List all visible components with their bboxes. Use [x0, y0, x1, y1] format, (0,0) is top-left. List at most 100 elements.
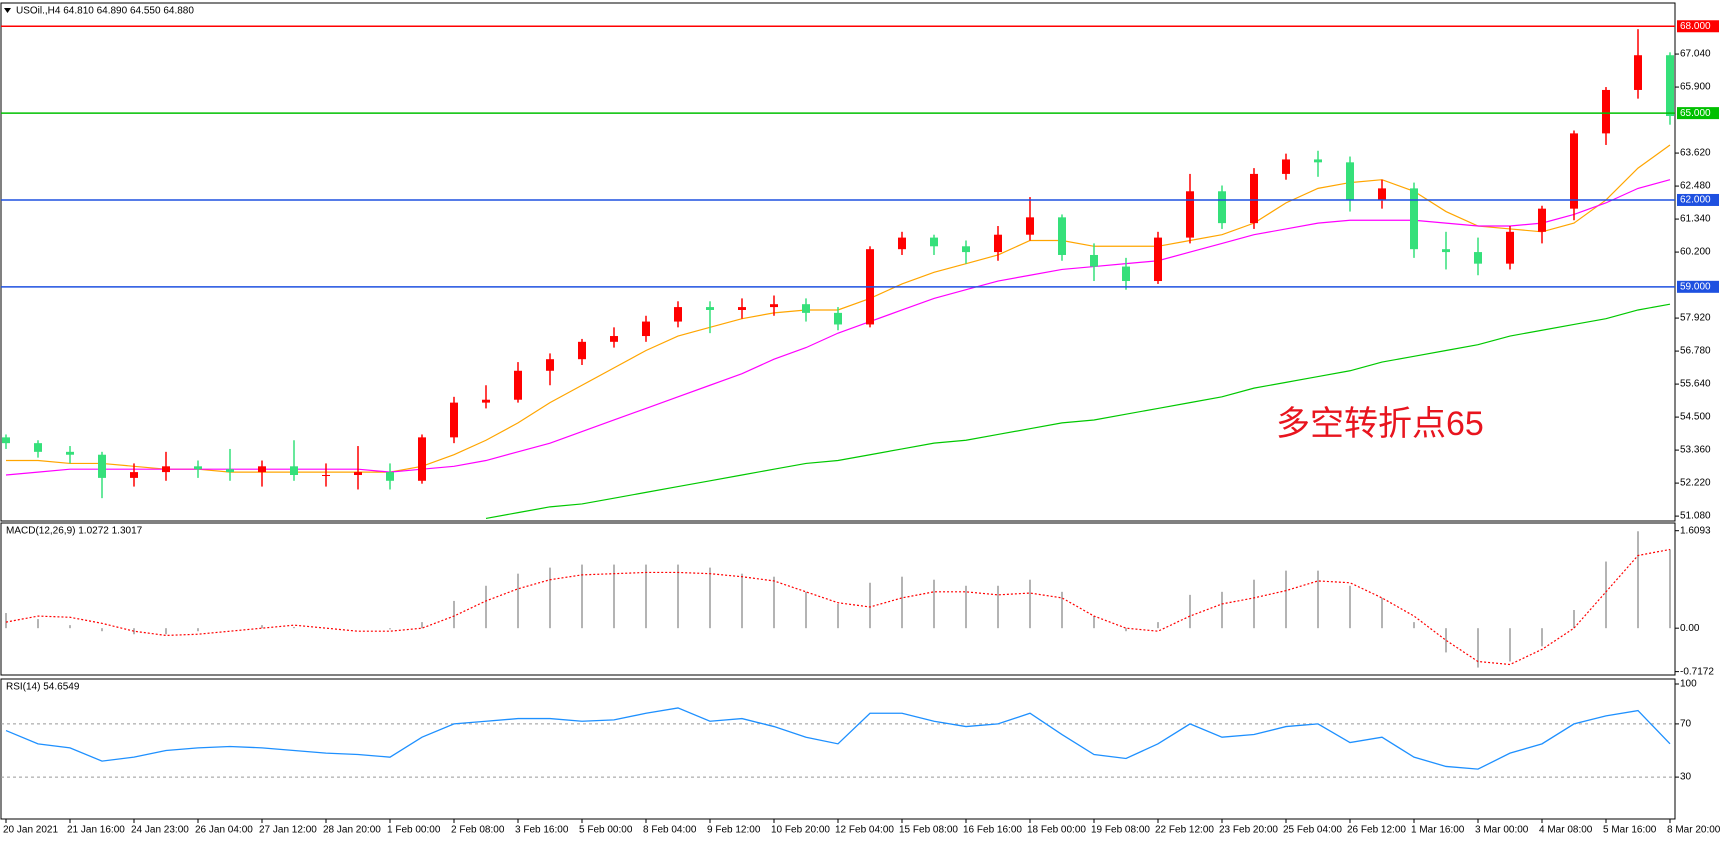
- y-tick-label: 57.920: [1680, 313, 1711, 324]
- candle-body: [1090, 254, 1098, 267]
- macd-bar: [1157, 622, 1159, 629]
- x-tick-label: 8 Feb 04:00: [643, 825, 697, 836]
- y-tick-label: 55.640: [1680, 379, 1711, 390]
- annotation: 多空转折点65: [1276, 405, 1484, 443]
- candle-body: [1442, 249, 1450, 253]
- y-tick-label: 65.900: [1680, 82, 1711, 93]
- panel-frame: [0, 522, 1676, 676]
- candle-body: [962, 246, 970, 253]
- plot: [2, 29, 1674, 520]
- candle-body: [1058, 217, 1066, 255]
- y-tick-label: 100: [1680, 679, 1697, 690]
- y-tick-label: 1.6093: [1680, 525, 1711, 536]
- x-tick-label: 4 Mar 08:00: [1539, 825, 1593, 836]
- x-tick-label: 26 Jan 04:00: [195, 825, 253, 836]
- level-label-box: [1677, 280, 1719, 293]
- y-tick-label: 63.620: [1680, 148, 1711, 159]
- plot: [5, 531, 1671, 668]
- candle-body: [386, 472, 394, 481]
- y-tick-label: 70: [1680, 719, 1692, 730]
- y-tick-label: 0.00: [1680, 623, 1700, 634]
- x-tick-label: 23 Feb 20:00: [1219, 825, 1278, 836]
- macd-bar: [837, 603, 839, 629]
- candle-body: [194, 466, 202, 470]
- level-label-box: [1677, 20, 1719, 33]
- macd-bar: [101, 628, 103, 632]
- macd-bar: [1669, 549, 1671, 629]
- header-arrow: [4, 8, 11, 13]
- candle-body: [1538, 208, 1546, 232]
- y-tick-label: 62.480: [1680, 181, 1711, 192]
- candle-body: [1282, 159, 1290, 174]
- panel-title: MACD(12,26,9) 1.0272 1.3017: [6, 526, 143, 537]
- x-tick-label: 20 Jan 2021: [3, 825, 58, 836]
- candle-body: [930, 237, 938, 247]
- macd-bar: [1349, 585, 1351, 629]
- macd-bar: [581, 564, 583, 629]
- macd-bar: [741, 573, 743, 629]
- y-tick-label: 30: [1680, 772, 1692, 783]
- candle-body: [994, 234, 1002, 253]
- macd-bar: [1509, 628, 1511, 662]
- macd-bar: [933, 579, 935, 629]
- macd-bar: [261, 625, 263, 629]
- y-tick-label: 54.500: [1680, 412, 1711, 423]
- x-tick-label: 24 Jan 23:00: [131, 825, 189, 836]
- macd-bar: [1413, 622, 1415, 629]
- macd-bar: [1605, 561, 1607, 629]
- x-tick-label: 1 Feb 00:00: [387, 825, 441, 836]
- level-label: 59.000: [1680, 281, 1711, 292]
- candle-body: [130, 472, 138, 478]
- plot: [1, 707, 1675, 778]
- macd-bar: [5, 613, 7, 629]
- macd-bar: [421, 622, 423, 629]
- macd-bar: [165, 628, 167, 635]
- candle-body: [482, 399, 490, 403]
- y-tick-label: 60.200: [1680, 247, 1711, 258]
- moving-average: [5, 179, 1671, 476]
- candle-body: [1346, 162, 1354, 200]
- candle-body: [1314, 159, 1322, 163]
- macd-bar: [293, 626, 295, 629]
- candle-body: [898, 237, 906, 250]
- x-tick-label: 9 Feb 12:00: [707, 825, 761, 836]
- candle-body: [578, 341, 586, 360]
- x-tick-label: 8 Mar 20:00: [1667, 825, 1721, 836]
- x-tick-label: 5 Feb 00:00: [579, 825, 633, 836]
- macd-bar: [1317, 570, 1319, 629]
- x-tick-label: 12 Feb 04:00: [835, 825, 894, 836]
- macd-bar: [1061, 591, 1063, 629]
- x-tick-label: 15 Feb 08:00: [899, 825, 958, 836]
- macd-bar: [901, 576, 903, 629]
- macd-bar: [1093, 616, 1095, 629]
- macd-bar: [1573, 610, 1575, 629]
- macd-bar: [677, 564, 679, 629]
- candle-body: [450, 402, 458, 438]
- candle-body: [514, 370, 522, 400]
- candle-body: [2, 437, 10, 444]
- candle-body: [642, 321, 650, 337]
- candle-body: [418, 437, 426, 481]
- macd-bar: [1285, 570, 1287, 629]
- macd-bar: [1125, 628, 1127, 632]
- macd-bar: [773, 576, 775, 629]
- x-tick-label: 1 Mar 16:00: [1411, 825, 1465, 836]
- macd-bar: [1637, 531, 1639, 629]
- candle-body: [770, 304, 778, 308]
- candle-body: [1026, 217, 1034, 235]
- y-tick-label: 56.780: [1680, 346, 1711, 357]
- macd-bar: [549, 567, 551, 629]
- macd-bar: [133, 628, 135, 635]
- candle-body: [1378, 188, 1386, 200]
- macd-bar: [485, 585, 487, 629]
- x-tick-label: 25 Feb 04:00: [1283, 825, 1342, 836]
- candle-body: [1634, 55, 1642, 90]
- x-tick-label: 10 Feb 20:00: [771, 825, 830, 836]
- y-tick-label: 52.220: [1680, 478, 1711, 489]
- macd-bar: [1381, 597, 1383, 629]
- macd-bar: [37, 619, 39, 629]
- panel-title: USOil.,H4 64.810 64.890 64.550 64.880: [16, 6, 194, 17]
- y-tick-label: 51.080: [1680, 511, 1711, 522]
- level-label: 68.000: [1680, 21, 1711, 32]
